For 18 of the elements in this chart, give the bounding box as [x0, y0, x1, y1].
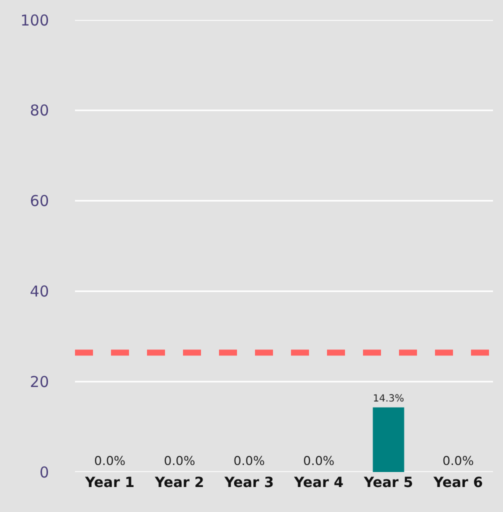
- data-label: 0.0%: [442, 454, 474, 468]
- data-label: 14.3%: [372, 393, 404, 404]
- data-label: 0.0%: [94, 454, 126, 468]
- x-tick-label: Year 4: [293, 475, 344, 491]
- x-tick-label: Year 3: [224, 475, 274, 491]
- x-tick-label: Year 2: [154, 475, 204, 491]
- data-label: 0.0%: [234, 454, 266, 468]
- y-tick-label: 80: [30, 102, 49, 120]
- y-tick-label: 40: [30, 282, 49, 300]
- data-label: 0.0%: [303, 454, 335, 468]
- y-tick-label: 20: [30, 372, 49, 391]
- x-tick-label: Year 1: [84, 475, 134, 491]
- y-tick-label: 100: [20, 11, 49, 30]
- x-tick-label: Year 5: [362, 475, 414, 491]
- y-tick-label: 0: [39, 463, 49, 482]
- x-tick-label: Year 6: [432, 475, 483, 491]
- data-label: 0.0%: [164, 454, 196, 468]
- y-tick-label: 60: [30, 192, 49, 210]
